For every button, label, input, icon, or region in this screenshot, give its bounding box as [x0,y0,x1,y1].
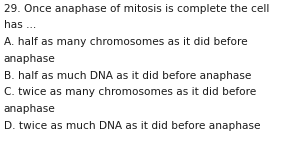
Text: has ...: has ... [4,20,36,30]
Text: C. twice as many chromosomes as it did before: C. twice as many chromosomes as it did b… [4,87,256,97]
Text: D. twice as much DNA as it did before anaphase: D. twice as much DNA as it did before an… [4,121,260,131]
Text: A. half as many chromosomes as it did before: A. half as many chromosomes as it did be… [4,37,247,47]
Text: anaphase: anaphase [4,104,55,114]
Text: B. half as much DNA as it did before anaphase: B. half as much DNA as it did before ana… [4,71,251,81]
Text: anaphase: anaphase [4,54,55,64]
Text: 29. Once anaphase of mitosis is complete the cell: 29. Once anaphase of mitosis is complete… [4,4,269,13]
